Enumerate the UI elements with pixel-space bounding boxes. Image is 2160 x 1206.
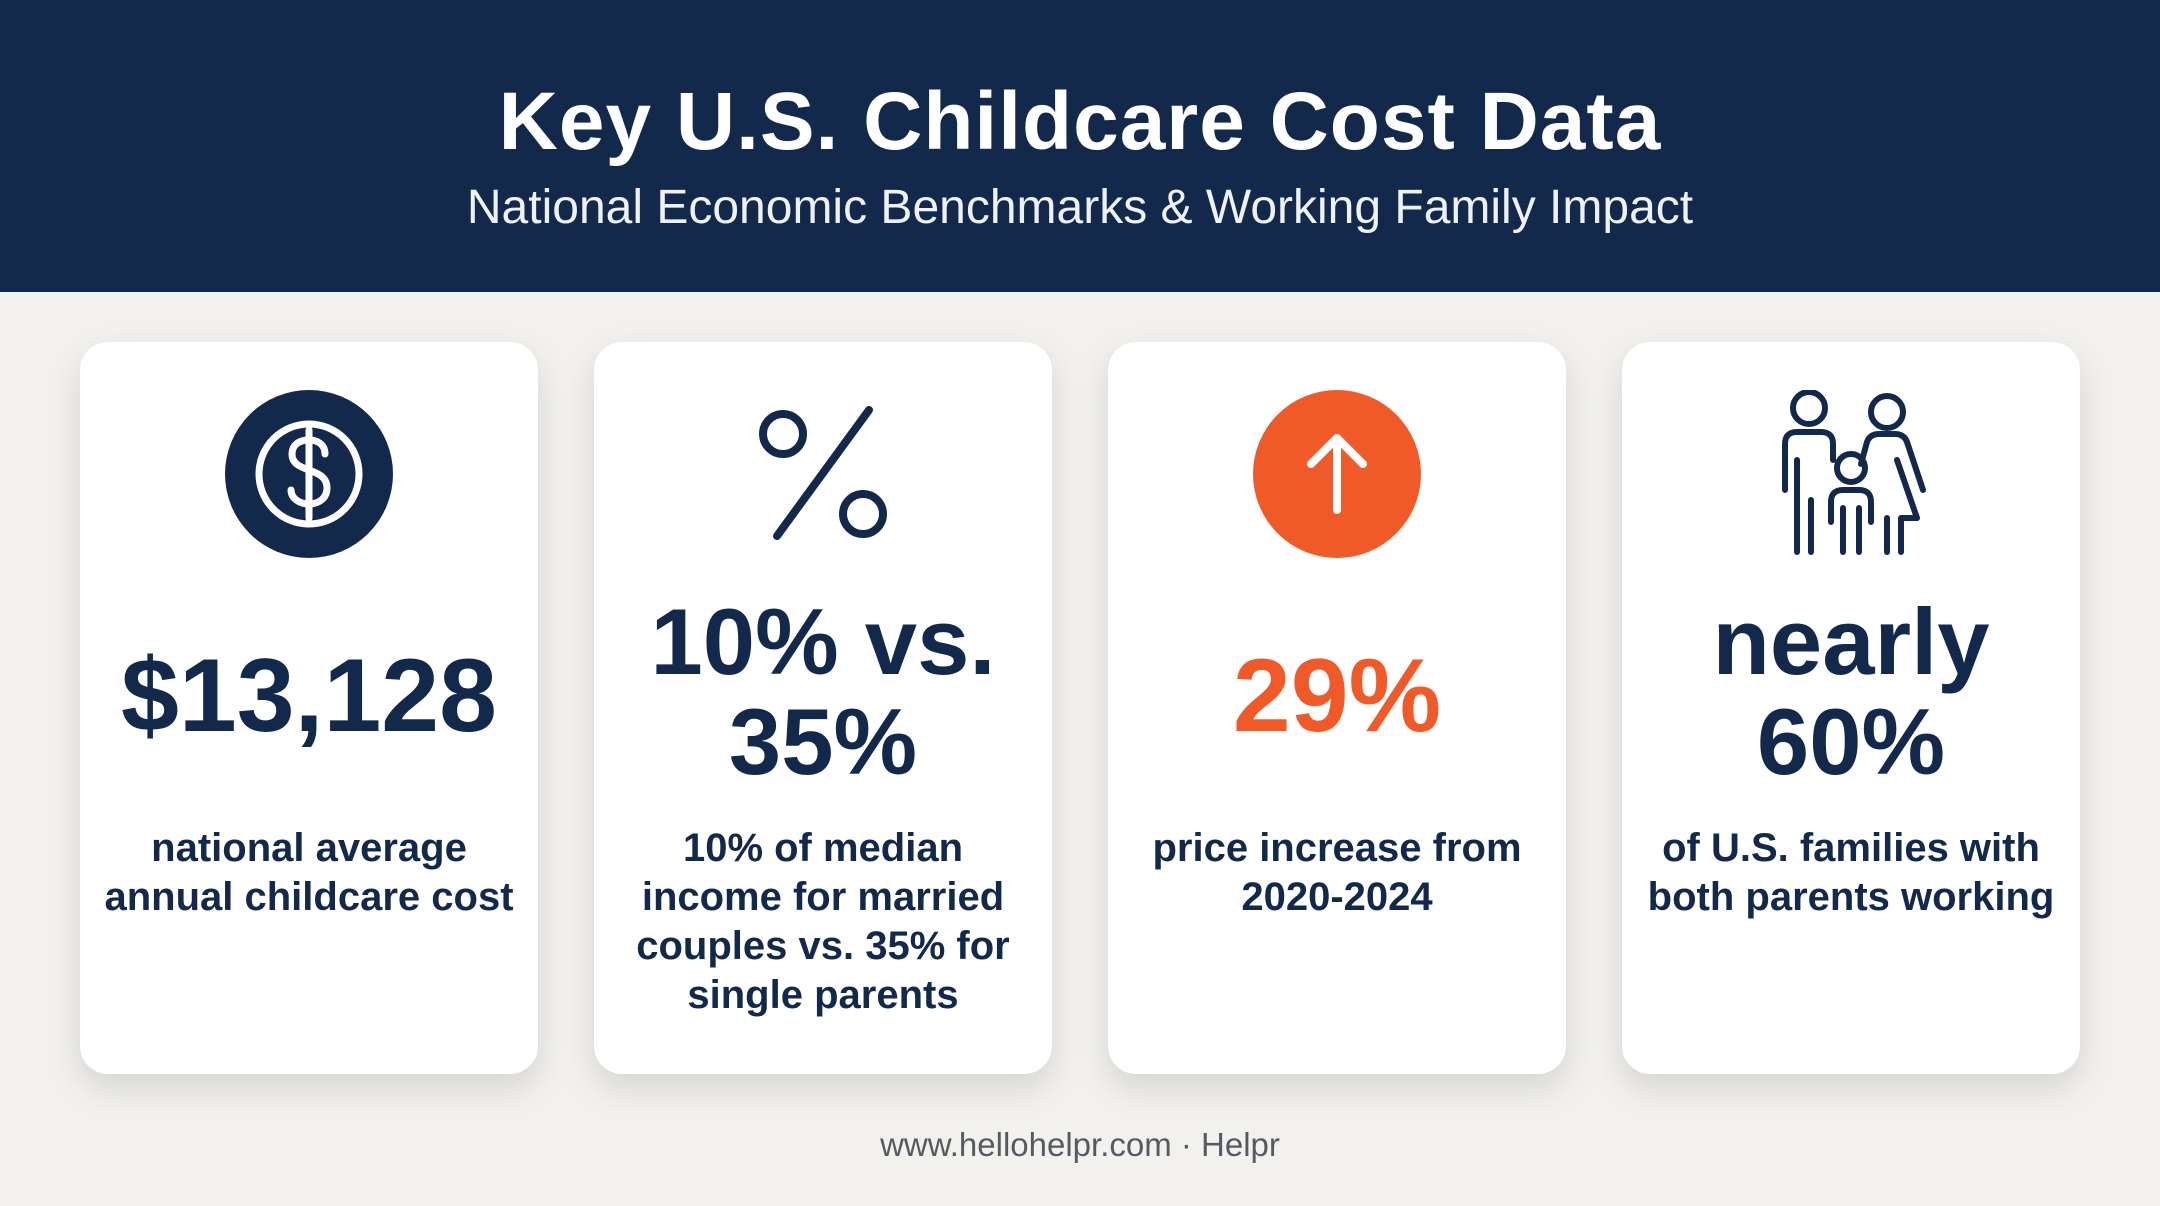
- stat-value-line-2: 35%: [728, 689, 918, 794]
- stat-card-income-share: 10% vs. 35% 10% of median income for mar…: [594, 342, 1052, 1074]
- stat-card-average-cost: $13,128 national average annual childcar…: [80, 342, 538, 1074]
- header-banner: Key U.S. Childcare Cost Data National Ec…: [0, 0, 2160, 292]
- stat-card-price-increase: 29% price increase from 2020-2024: [1108, 342, 1566, 1074]
- page-title: Key U.S. Childcare Cost Data: [498, 76, 1662, 167]
- stat-value-line-1: nearly: [1712, 589, 1990, 694]
- arrow-up-circle-icon: [1253, 390, 1421, 558]
- stat-value: 29%: [1232, 638, 1442, 754]
- stat-card-working-families: nearly 60% of U.S. families with both pa…: [1622, 342, 2080, 1074]
- footer-credit: www.hellohelpr.com · Helpr: [880, 1126, 1280, 1163]
- stat-value: $13,128: [121, 638, 497, 754]
- stat-value-line-1: 10% vs.: [650, 589, 996, 694]
- percent-icon: [739, 390, 907, 558]
- stat-value-line-2: 60%: [1756, 689, 1946, 794]
- stat-description: price increase from 2020-2024: [1152, 826, 1522, 919]
- stat-value: 10% vs. 35%: [594, 592, 1052, 792]
- dollar-circle-icon: [225, 390, 393, 558]
- family-icon: [1767, 390, 1935, 558]
- stat-description: of U.S. families with both parents worki…: [1647, 826, 2055, 919]
- page-subtitle: National Economic Benchmarks & Working F…: [466, 181, 1694, 234]
- stat-description: 10% of median income for married couples…: [636, 826, 1010, 1017]
- stat-value: nearly 60%: [1622, 592, 2080, 792]
- stat-description: national average annual childcare cost: [104, 826, 514, 919]
